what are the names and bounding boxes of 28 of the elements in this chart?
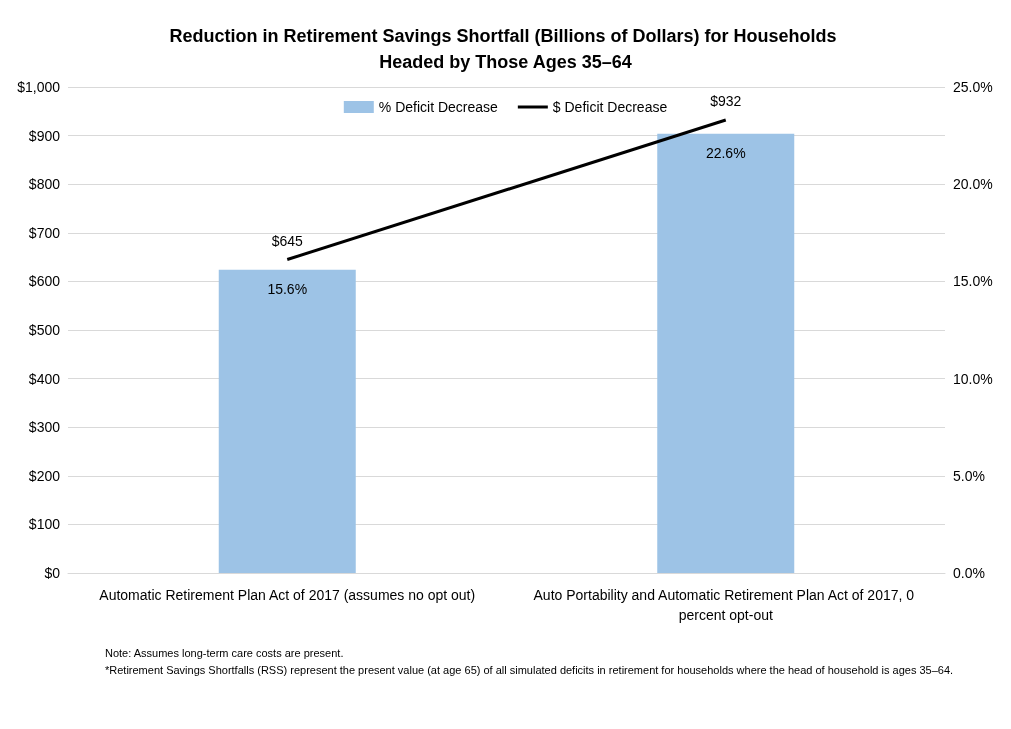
y-tick-label: $0	[44, 565, 61, 581]
y2-tick-label: 5.0%	[953, 467, 985, 484]
text: Note: Assumes long-term care costs are present.	[105, 646, 345, 661]
y-tick-label: $900	[28, 127, 61, 144]
legend-label: % Deficit Decrease	[378, 99, 499, 115]
legend-label: $ Deficit Decrease	[552, 99, 668, 115]
x-tick-label: Automatic Retirement Plan Act of 2017 (assumes no opt out)	[99, 587, 476, 603]
y2-tick-label: 20.0%	[953, 176, 993, 193]
y-tick-label: $100	[28, 516, 61, 533]
y-tick-label: $700	[28, 224, 61, 241]
text: *Retirement Savings Shortfalls (RSS) represent the present value (at age 65) of all simulated deficits in retirement for households where the head of household is ages 35–64.	[105, 663, 955, 678]
y-tick-label: $800	[28, 176, 61, 193]
y-tick-label: $400	[28, 370, 61, 387]
x-tick-label: Auto Portability and Automatic Retirement Plan Act of 2017, 0 percent opt-out	[533, 587, 918, 623]
y2-tick-label: 0.0%	[953, 565, 985, 581]
y-tick-label: $1,000	[17, 79, 61, 95]
y-tick-label: $500	[28, 322, 61, 338]
y2-tick-label: 25.0%	[953, 79, 993, 95]
data-label: 15.6%	[267, 280, 308, 297]
y-tick-label: $200	[28, 467, 61, 484]
data-label: 22.6%	[705, 144, 746, 161]
y2-tick-label: 15.0%	[953, 273, 993, 290]
data-label: $645	[271, 232, 304, 249]
y-tick-label: $600	[28, 273, 61, 290]
chart-title: Reduction in Retirement Savings Shortfall (Billions of Dollars) for Households Headed by Those Ages 35–64	[169, 26, 842, 72]
y-tick-label: $300	[28, 419, 61, 436]
y2-tick-label: 10.0%	[953, 370, 993, 387]
data-label: $932	[710, 93, 742, 110]
